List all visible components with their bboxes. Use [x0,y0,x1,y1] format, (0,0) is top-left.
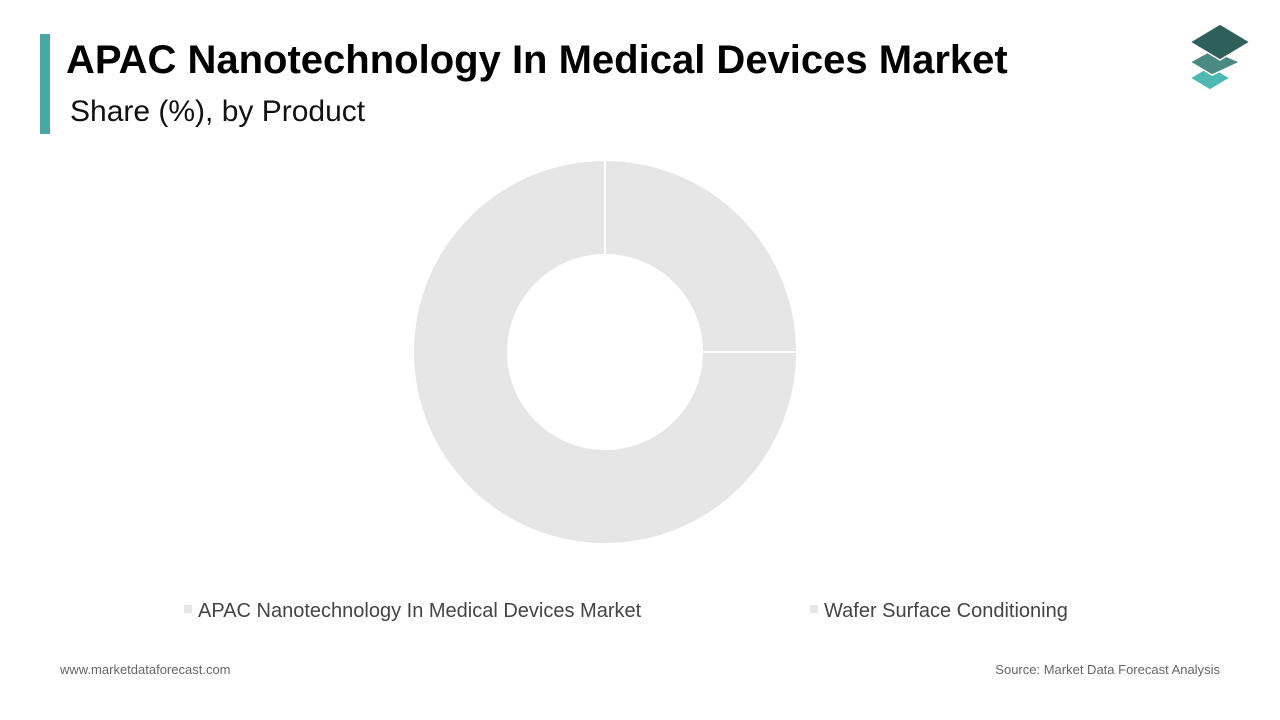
donut-slice-2 [412,158,799,545]
logo-layer-top [1188,23,1252,61]
title-accent-bar [40,34,50,134]
chart-subtitle: Share (%), by Product [70,95,366,128]
chart-title: APAC Nanotechnology In Medical Devices M… [66,38,1008,82]
footer-source: Source: Market Data Forecast Analysis [995,662,1220,677]
stacked-layers-icon [1188,23,1252,91]
chart-legend: APAC Nanotechnology In Medical Devices M… [184,600,1068,622]
legend-label-2: Wafer Surface Conditioning [824,600,1068,622]
legend-label-1: APAC Nanotechnology In Medical Devices M… [198,600,642,622]
donut-slices [412,158,799,545]
legend-swatch-2 [810,605,818,613]
logo-layer-middle [1188,49,1242,76]
legend-swatch-1 [184,605,192,613]
footer-website[interactable]: www.marketdataforecast.com [60,662,231,677]
donut-slice-1 [604,158,799,353]
